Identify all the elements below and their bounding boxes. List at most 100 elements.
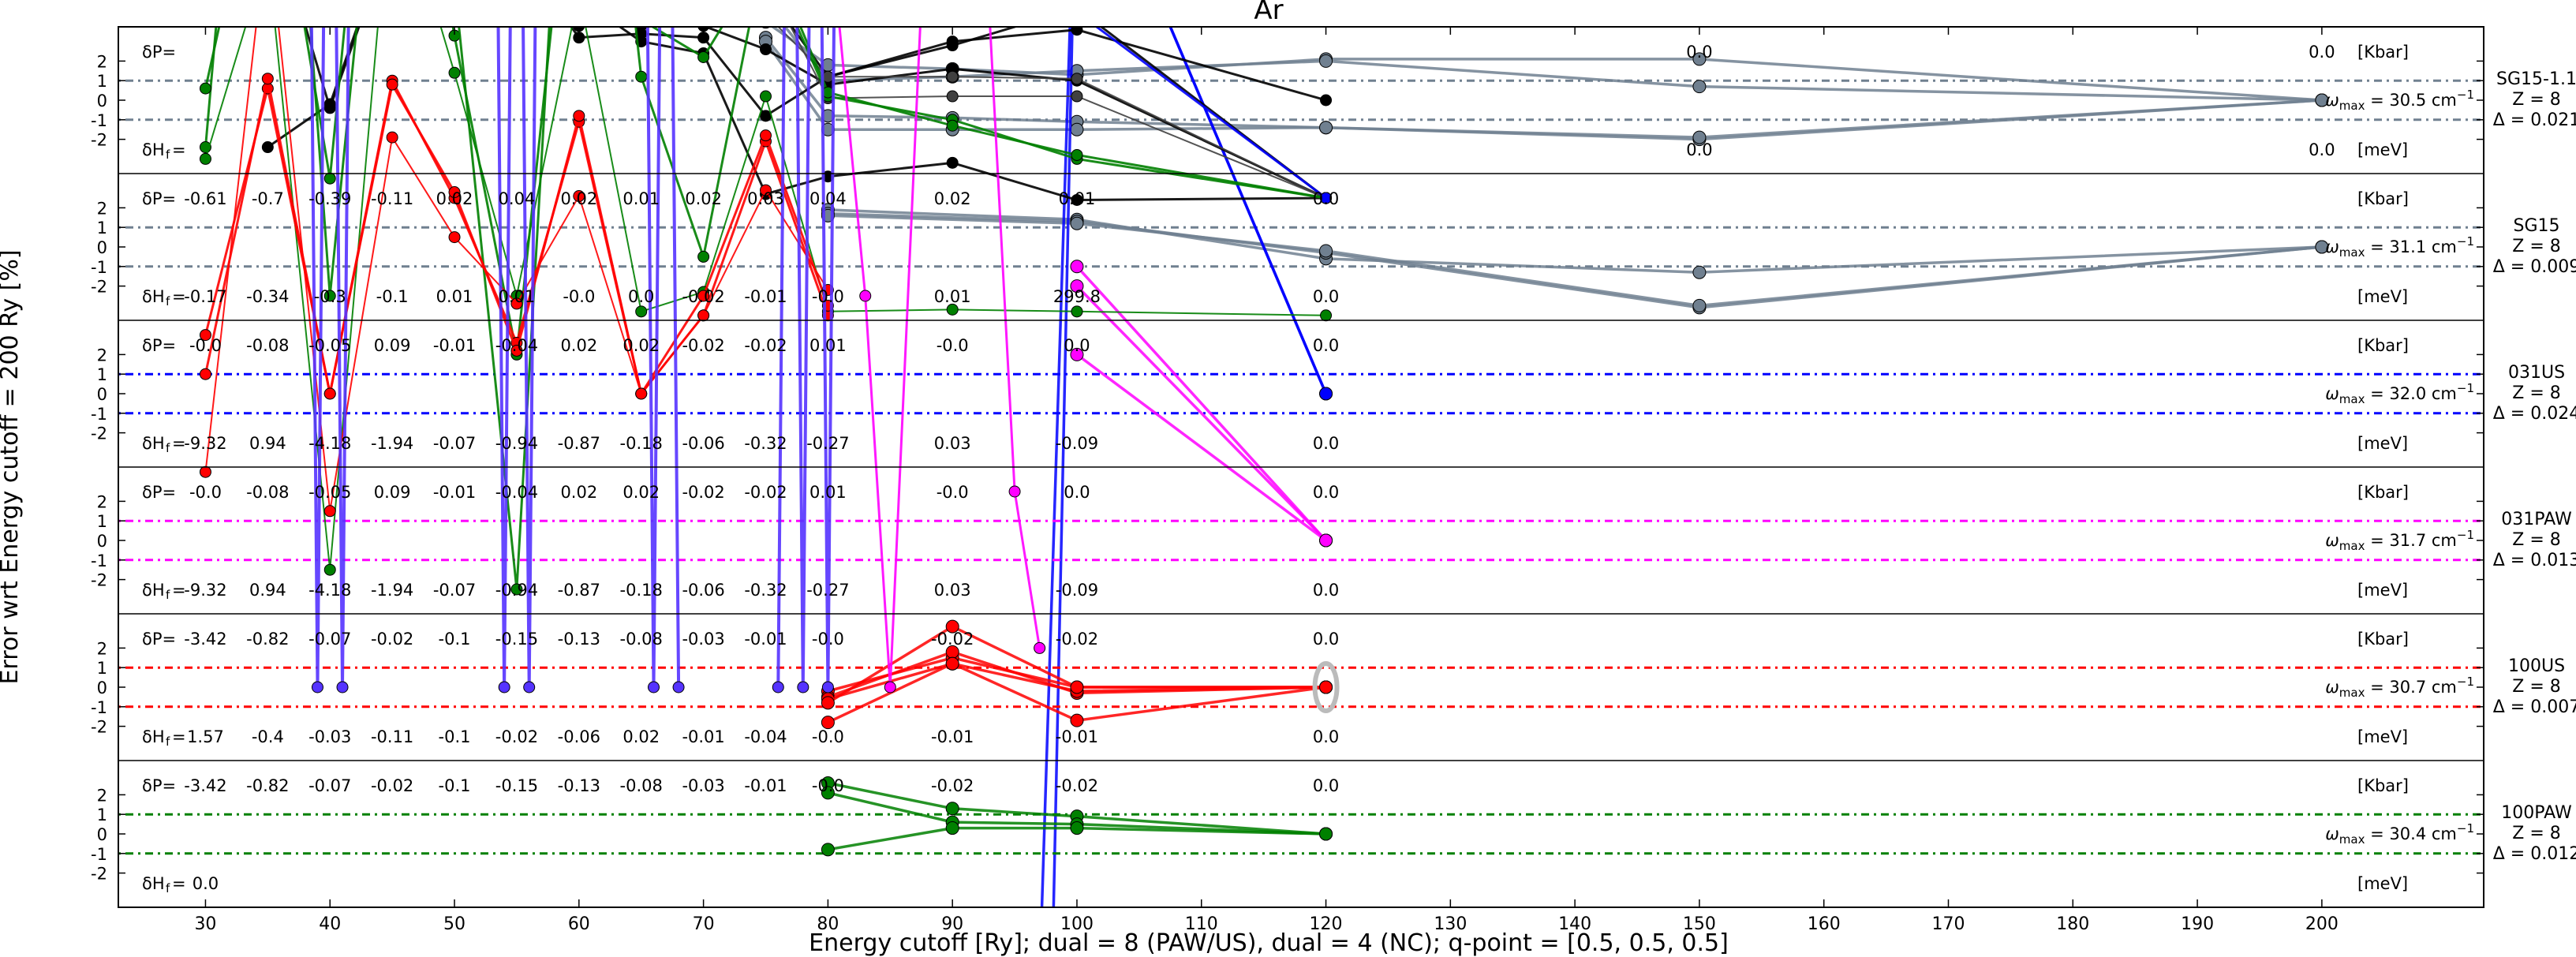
dp-value: -0.02: [1056, 630, 1098, 649]
dp-label: δP=: [142, 336, 176, 355]
series-line: [204, 27, 1326, 355]
dp-value: -0.03: [682, 630, 724, 649]
panel-z: Z = 8: [2512, 90, 2561, 110]
dp-value: -0.39: [308, 189, 351, 208]
data-point: [511, 0, 522, 8]
dh-value: -0.07: [433, 434, 476, 453]
data-point: [1320, 192, 1333, 204]
dp-value: -0.0: [937, 483, 969, 502]
dh-value: -0.06: [682, 581, 724, 600]
data-point: [2315, 240, 2329, 254]
data-point: [448, 186, 461, 199]
dh-label: δH: [142, 434, 165, 453]
data-point: [498, 681, 510, 693]
y-tick-label: 2: [97, 786, 107, 805]
dh-value: -0.02: [682, 287, 724, 306]
series-line: [827, 791, 1326, 836]
data-point: [323, 387, 336, 400]
wmax-label: ωmax = 31.7 cm−1: [2325, 528, 2474, 553]
wmax-label: ωmax = 32.0 cm−1: [2325, 381, 2474, 406]
dh-label-equals: =: [172, 874, 186, 893]
data-point: [821, 716, 835, 730]
dh-value: 0.0: [1313, 434, 1339, 453]
dh-value: 0.0: [193, 874, 219, 893]
data-point: [323, 98, 336, 110]
series-line: [765, 36, 2323, 141]
panel-delta: Δ = 0.012: [2493, 844, 2576, 864]
dh-value: -1.94: [371, 434, 413, 453]
dp-value: -0.82: [246, 776, 289, 795]
dh-label: δH: [142, 727, 165, 746]
dh-value: 0.0: [2309, 140, 2335, 159]
panel-delta: Δ = 0.009: [2493, 257, 2576, 277]
dp-value: 0.0: [1313, 776, 1339, 795]
dp-value: -0.04: [495, 483, 538, 502]
dp-value: -0.01: [744, 776, 787, 795]
dp-value: 0.02: [560, 336, 597, 355]
dh-label-subscript: f: [166, 148, 170, 162]
panel-z: Z = 8: [2512, 237, 2561, 256]
data-point: [946, 303, 959, 316]
dh-value: -0.01: [744, 287, 787, 306]
dp-value: 0.01: [1059, 189, 1096, 208]
data-point: [1071, 73, 1083, 85]
dh-value: -0.09: [1056, 581, 1098, 600]
dh-value: 0.94: [249, 581, 286, 600]
dp-value: 0.01: [809, 483, 847, 502]
data-point: [1070, 279, 1084, 293]
x-tick-label: 120: [1310, 914, 1343, 934]
dp-value: -0.11: [371, 189, 413, 208]
panel-name: 031PAW: [2501, 510, 2572, 529]
dp-value: 0.02: [934, 189, 971, 208]
y-tick-label: -1: [91, 258, 107, 277]
dh-value: -0.09: [1056, 434, 1098, 453]
data-point: [636, 9, 647, 20]
dh-value: -0.27: [806, 581, 849, 600]
dp-value: 0.0: [1064, 336, 1090, 355]
data-point: [510, 344, 523, 357]
dp-value: 0.02: [436, 189, 473, 208]
dp-value: -0.02: [744, 483, 787, 502]
dp-value: -0.0: [812, 630, 844, 649]
dh-label-equals: =: [172, 287, 186, 306]
y-tick-label: -1: [91, 845, 107, 864]
data-point: [760, 184, 772, 196]
dh-label-equals: =: [172, 581, 186, 600]
data-point: [946, 90, 959, 103]
dh-value: 0.0: [1686, 140, 1712, 159]
dh-unit: [meV]: [2357, 287, 2408, 306]
wmax-label: ωmax = 31.1 cm−1: [2325, 234, 2474, 260]
dp-value: -0.13: [558, 630, 600, 649]
x-tick-label: 60: [568, 914, 590, 934]
data-point: [1692, 265, 1707, 279]
dp-value: 0.0: [1313, 630, 1339, 649]
data-point: [797, 681, 809, 693]
data-point: [1319, 244, 1333, 258]
dh-value: -0.18: [620, 434, 663, 453]
dp-value: 0.02: [623, 336, 660, 355]
x-tick-label: 80: [817, 914, 839, 934]
data-point: [1071, 148, 1083, 161]
y-tick-label: -2: [91, 278, 107, 297]
data-point: [1071, 193, 1083, 206]
dh-label-equals: =: [172, 434, 186, 453]
data-point: [448, 231, 461, 244]
data-point: [1319, 680, 1333, 694]
panel-z: Z = 8: [2512, 824, 2561, 843]
x-tick-label: 90: [941, 914, 963, 934]
x-axis-label: Energy cutoff [Ry]; dual = 8 (PAW/US), d…: [809, 929, 1729, 957]
dh-value: 0.0: [1313, 581, 1339, 600]
data-point: [1071, 305, 1083, 318]
y-tick-label: 1: [97, 659, 107, 678]
data-point: [261, 73, 274, 85]
data-point: [261, 141, 274, 154]
series-line: [204, 27, 1326, 590]
dh-value: -4.18: [308, 581, 351, 600]
dh-value: -0.02: [495, 727, 538, 746]
dh-value: -0.94: [495, 434, 538, 453]
y-tick-label: 1: [97, 806, 107, 824]
dh-value: -1.94: [371, 581, 413, 600]
y-tick-label: 1: [97, 365, 107, 384]
dp-value: -0.0: [189, 336, 222, 355]
dh-value: -9.32: [184, 581, 226, 600]
